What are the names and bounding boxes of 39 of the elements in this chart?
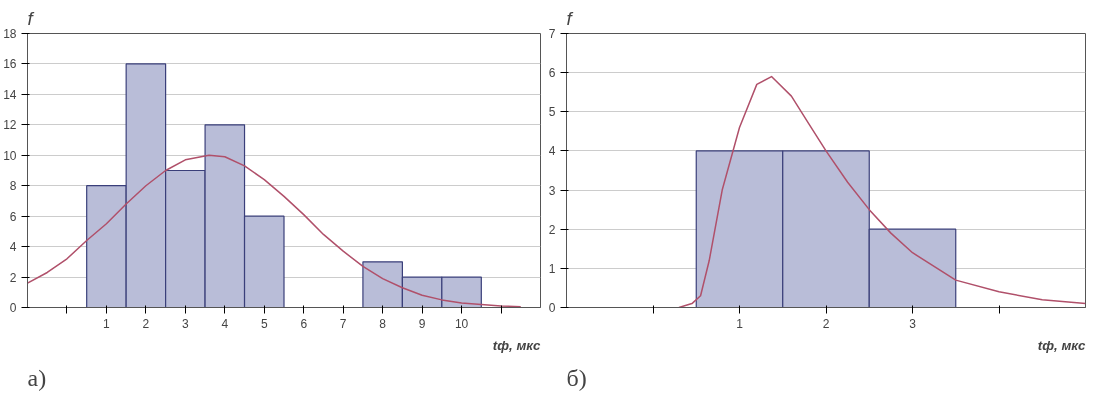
x-tick-label: 6 [300,316,308,331]
y-tick-label: 8 [9,179,17,194]
x-tick-label: 8 [379,316,387,331]
x-tick-label: 2 [142,316,150,331]
y-tick-label: 4 [548,144,556,159]
x-tick-label: 5 [260,316,268,331]
y-tick-label: 6 [548,66,556,81]
y-axis-title: f [27,7,35,29]
y-tick-label: 2 [548,222,556,237]
x-tick-label: 1 [103,316,111,331]
y-tick-label: 14 [3,87,17,102]
text: б) [566,364,587,391]
text: а) [27,364,47,391]
x-tick-label: 7 [339,316,347,331]
line-series [27,154,522,308]
y-tick-label: 5 [548,105,556,120]
y-tick-label: 0 [548,301,556,315]
y-tick-label: 6 [9,209,17,224]
y-axis-title: f [566,7,574,29]
y-tick-label: 18 [3,27,17,41]
y-tick-label: 16 [3,57,17,72]
y-tick-label: 7 [548,27,556,41]
x-tick-label: 10 [454,316,469,331]
x-tick-label: 1 [736,316,744,331]
y-tick-label: 12 [3,118,17,133]
x-tick-label: 4 [221,316,229,331]
y-tick-label: 1 [548,261,556,276]
y-tick-label: 10 [3,148,17,163]
y-tick-label: 0 [9,301,17,315]
x-tick-label: 3 [182,316,190,331]
y-tick-label: 3 [548,183,556,198]
x-axis-title: tф, мкс [492,337,542,353]
x-axis-title: tф, мкс [1037,337,1087,353]
y-tick-label: 4 [9,240,17,255]
x-tick-label: 2 [822,316,830,331]
y-tick-label: 2 [9,270,17,285]
line-series [678,75,1086,308]
x-tick-label: 9 [418,316,426,331]
x-tick-label: 3 [909,316,917,331]
